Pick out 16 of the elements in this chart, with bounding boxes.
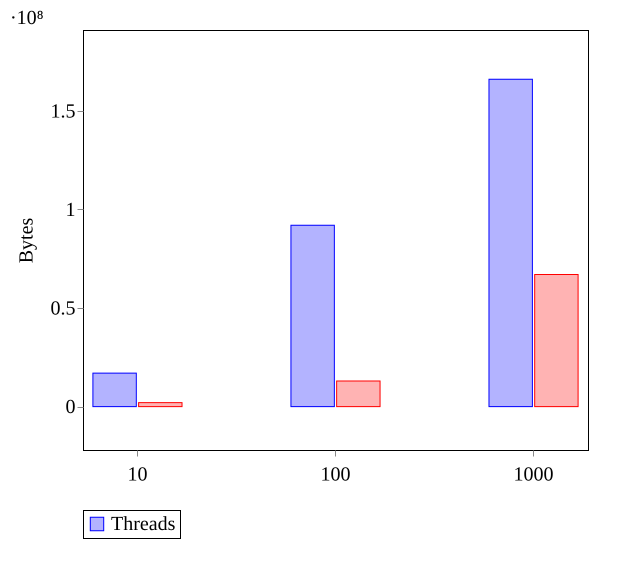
bar (92, 372, 137, 408)
bar (138, 402, 183, 408)
text: ·10⁸ (10, 7, 44, 29)
bar (488, 78, 533, 408)
bar (336, 380, 381, 408)
y-axis-title: Bytes (16, 218, 38, 264)
y-tick-label: 0 (66, 396, 76, 418)
y-tick-label: 1 (66, 198, 76, 221)
x-tick-label: 1000 (514, 464, 554, 486)
y-tick-label: 0.5 (50, 298, 76, 320)
bar (290, 224, 335, 408)
x-tick-label: 10 (127, 464, 148, 486)
x-tick-label: 100 (320, 464, 350, 486)
y-tick-label: 1.5 (50, 100, 76, 122)
legend-label: Threads (111, 513, 176, 535)
bar (534, 274, 579, 408)
